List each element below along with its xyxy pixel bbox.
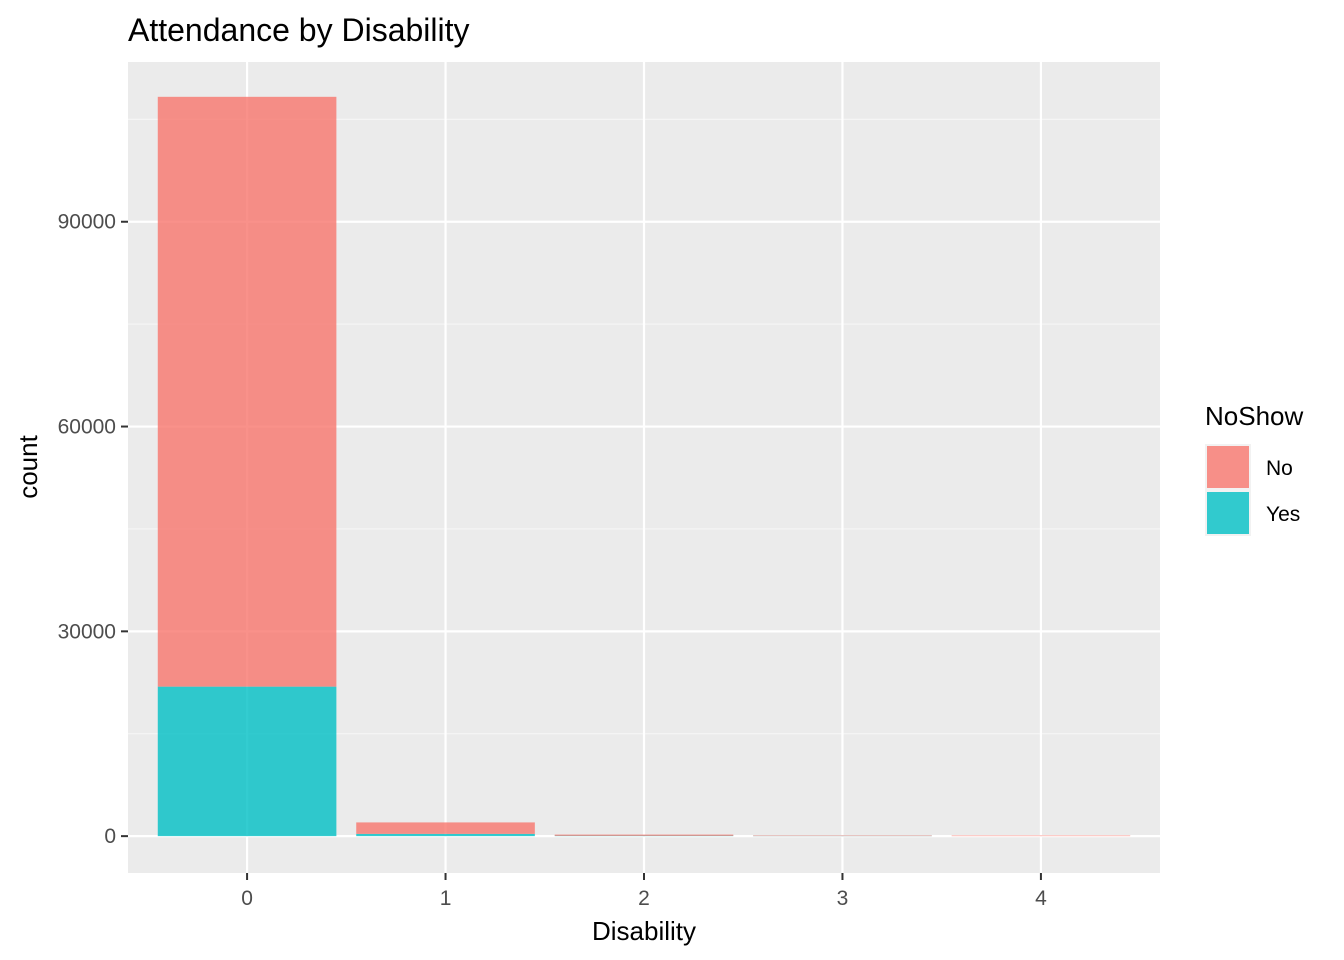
x-tick-label: 1 [440,887,452,910]
bar-no-0 [157,96,337,687]
bar-no-3 [753,835,932,837]
legend-swatch-yes [1207,492,1249,534]
y-tick-label: 0 [104,825,116,848]
bar-yes-2 [554,835,734,837]
legend-swatch-no [1207,446,1249,488]
bar-no-2 [554,834,734,836]
bar-yes-0 [157,686,337,837]
x-tick-label: 0 [241,887,253,910]
x-axis: 0 1 2 3 4 [241,873,1047,910]
x-axis-title: Disability [592,916,696,946]
bar-no-4 [951,835,1131,837]
y-axis: 0 30000 60000 90000 [58,211,128,848]
legend-label-no: No [1266,457,1293,480]
legend: NoShow No Yes [1205,401,1303,536]
legend-label-yes: Yes [1266,503,1300,526]
x-tick-label: 4 [1035,887,1047,910]
bar-yes-1 [356,833,535,837]
y-tick-label: 30000 [58,620,116,643]
y-axis-title: count [13,434,43,498]
x-tick-label: 2 [638,887,650,910]
legend-title: NoShow [1205,401,1303,431]
bar-no-1 [356,822,535,834]
y-tick-label: 60000 [58,416,116,439]
y-tick-label: 90000 [58,211,116,234]
chart-title: Attendance by Disability [128,12,470,48]
x-tick-label: 3 [837,887,849,910]
bars [157,96,1131,837]
